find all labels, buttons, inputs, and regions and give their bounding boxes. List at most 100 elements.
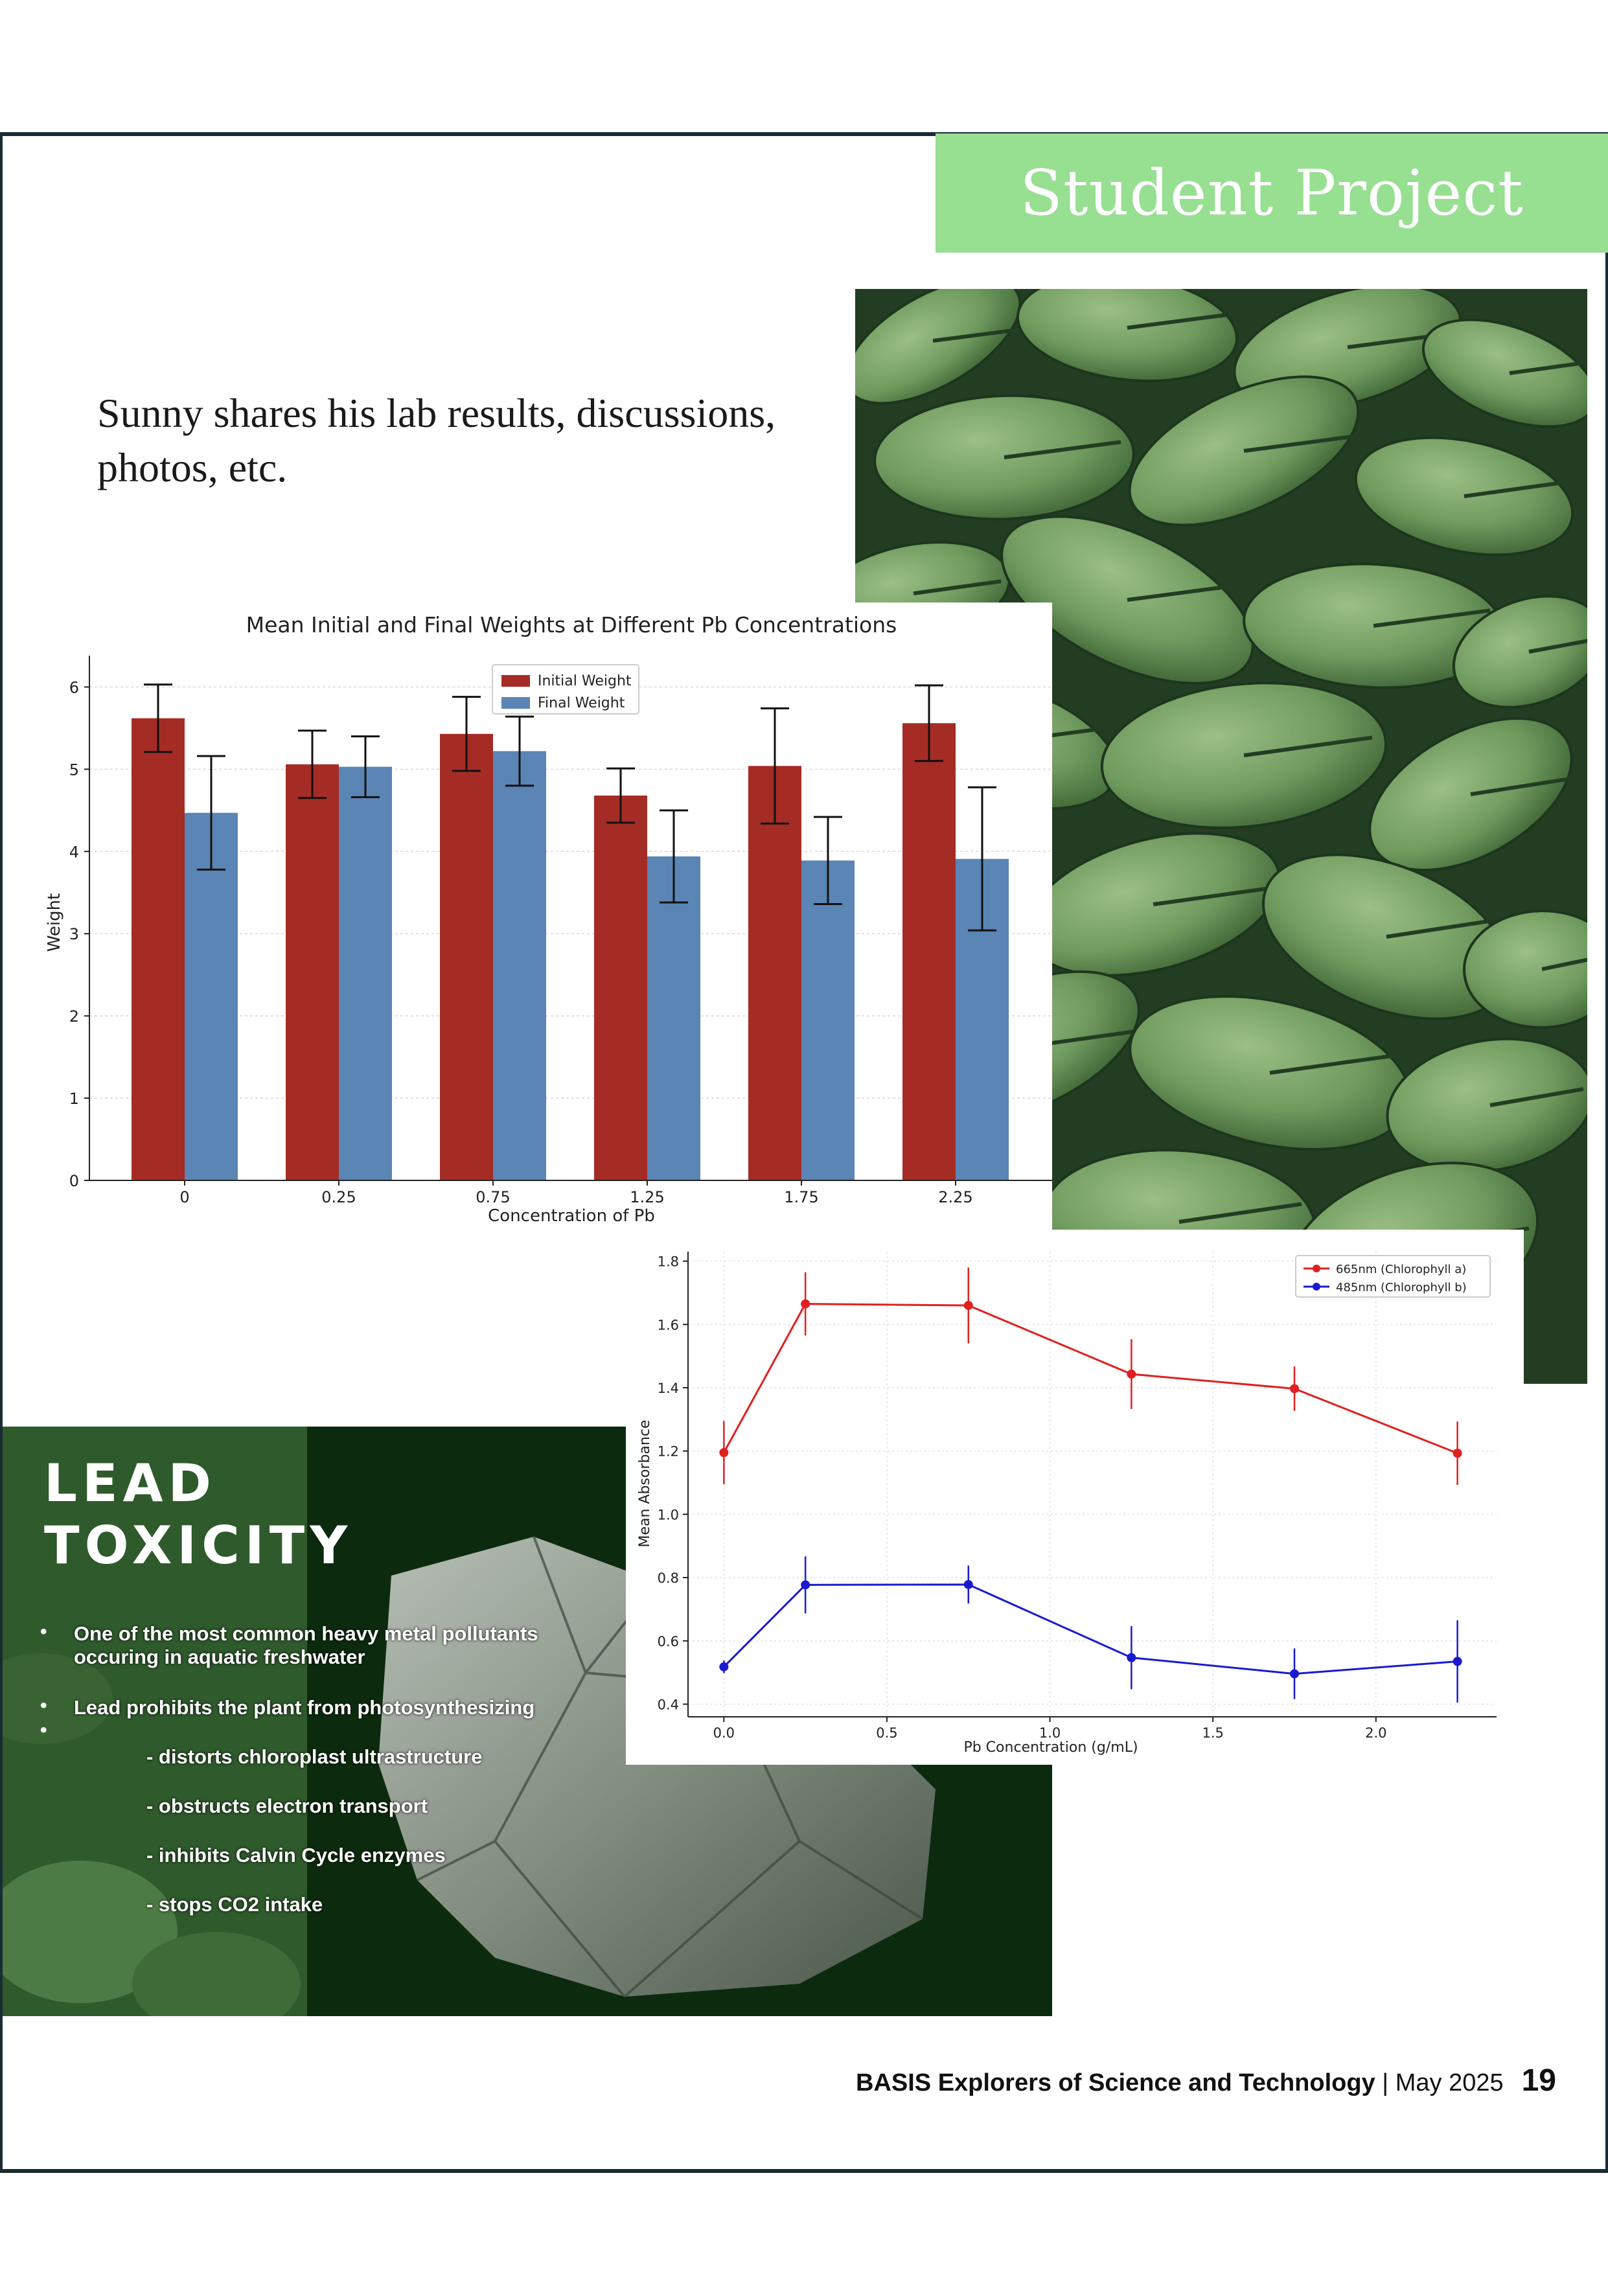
- x-tick-label: 1.25: [630, 1188, 664, 1206]
- x-tick-label: 0: [179, 1188, 189, 1206]
- legend-box: [1295, 1255, 1491, 1298]
- x-tick-label: 1.0: [1039, 1725, 1061, 1741]
- y-tick-label: 2: [69, 1007, 79, 1026]
- y-tick-label: 0.4: [658, 1697, 679, 1712]
- bullet-dot: •: [40, 1695, 47, 1716]
- issue-date: May 2025: [1395, 2069, 1504, 2096]
- legend-label: 485nm (Chlorophyll b): [1336, 1281, 1467, 1294]
- page-number: 19: [1521, 2063, 1556, 2098]
- lily-pad-notch: [913, 579, 1002, 595]
- bar-final: [185, 812, 238, 1180]
- bullet-line: occuring in aquatic freshwater: [74, 1646, 365, 1668]
- bar-initial: [132, 718, 185, 1180]
- x-axis-label: Pb Concentration (g/mL): [963, 1739, 1138, 1756]
- lily-pad-notch: [1127, 582, 1250, 602]
- lily-pad-notch: [1464, 480, 1564, 498]
- y-tick-label: 1.2: [658, 1444, 679, 1460]
- lead-ore-illustration: [3, 1427, 936, 2016]
- legend-label: Final Weight: [538, 695, 625, 711]
- bar-initial: [440, 733, 493, 1180]
- y-tick-label: 3: [69, 925, 79, 943]
- data-point: [1127, 1370, 1136, 1379]
- sub-bullet-calvin: - inhibits Calvin Cycle enzymes: [146, 1844, 446, 1866]
- lily-pad-notch: [1528, 639, 1587, 654]
- y-tick-label: 1.4: [658, 1381, 679, 1396]
- bullet-dot: •: [40, 1621, 47, 1642]
- y-tick-label: 0.6: [658, 1634, 679, 1649]
- intro-line-2: photos, etc.: [97, 444, 288, 490]
- title-line-1: LEAD: [44, 1453, 216, 1513]
- bullet-dot: •: [40, 1719, 47, 1741]
- y-tick-label: 6: [69, 678, 79, 696]
- legend-label: 665nm (Chlorophyll a): [1336, 1263, 1466, 1276]
- x-tick-label: 1.5: [1202, 1725, 1223, 1741]
- legend-label: Initial Weight: [538, 673, 632, 689]
- bullet-line: One of the most common heavy metal pollu…: [74, 1622, 538, 1645]
- x-tick-label: 0.75: [476, 1188, 510, 1206]
- lily-pad-notch: [1470, 777, 1570, 796]
- bar-final: [493, 751, 546, 1180]
- bar-final: [339, 766, 392, 1180]
- y-axis-label: Weight: [45, 893, 64, 952]
- y-tick-label: 1: [69, 1090, 79, 1108]
- title-line-2: TOXICITY: [44, 1515, 353, 1576]
- page-frame: [0, 132, 1608, 2173]
- y-tick-label: 1.8: [658, 1254, 679, 1270]
- lily-pad-notch: [1243, 434, 1355, 453]
- x-tick-label: 0.5: [876, 1725, 897, 1741]
- intro-line-1: Sunny shares his lab results, discussion…: [97, 390, 776, 436]
- y-tick-label: 5: [69, 761, 79, 779]
- x-tick-label: 1.75: [784, 1188, 818, 1206]
- lily-pad-notch: [1004, 440, 1121, 459]
- lily-pad-notch: [1386, 917, 1504, 939]
- section-banner: Student Project: [936, 133, 1608, 253]
- bar-final: [647, 856, 700, 1180]
- legend-swatch: [501, 675, 530, 687]
- lily-pad-notch: [1243, 735, 1373, 757]
- data-point: [963, 1579, 973, 1589]
- lily-pad-notch: [1509, 360, 1587, 375]
- legend-swatch: [501, 697, 530, 709]
- lily-pad-notch: [1153, 886, 1270, 906]
- chart-title: Mean Initial and Final Weights at Differ…: [246, 612, 897, 637]
- data-point: [801, 1299, 810, 1309]
- data-point: [1127, 1653, 1136, 1662]
- y-tick-label: 4: [69, 843, 79, 861]
- bar-initial: [748, 766, 801, 1180]
- footer-separator: |: [1375, 2069, 1396, 2096]
- publication-name: BASIS Explorers of Science and Technolog…: [856, 2069, 1375, 2096]
- banner-title: Student Project: [1020, 157, 1524, 229]
- x-tick-label: 0.25: [321, 1188, 356, 1206]
- data-point: [719, 1662, 729, 1671]
- intro-text: Sunny shares his lab results, discussion…: [97, 386, 849, 495]
- y-tick-label: 0: [69, 1172, 79, 1190]
- y-tick-label: 1.0: [658, 1507, 679, 1522]
- legend-marker: [1313, 1265, 1320, 1272]
- data-point: [801, 1580, 810, 1590]
- bar-initial: [286, 764, 339, 1180]
- y-tick-label: 0.8: [658, 1570, 679, 1586]
- data-point: [963, 1301, 973, 1311]
- lily-pad-notch: [932, 327, 1021, 343]
- legend-marker: [1313, 1283, 1320, 1291]
- x-axis-label: Concentration of Pb: [488, 1206, 655, 1226]
- page-footer: BASIS Explorers of Science and Technolog…: [856, 2063, 1556, 2098]
- lily-pad-notch: [1541, 958, 1587, 971]
- data-point: [719, 1448, 729, 1458]
- data-point: [1453, 1449, 1462, 1458]
- data-point: [1290, 1669, 1299, 1679]
- x-tick-label: 2.25: [938, 1188, 972, 1206]
- absorbance-line-chart-svg: Pb Concentration (g/mL) Mean Absorbance …: [637, 1252, 1497, 1756]
- x-tick-label: 2.0: [1365, 1725, 1386, 1741]
- x-tick-label: 0.0: [713, 1725, 735, 1741]
- sub-bullet-chloroplast: - distorts chloroplast ultrastructure: [146, 1745, 483, 1768]
- lily-pad-notch: [1269, 1053, 1399, 1075]
- lily-pad-notch: [1178, 1202, 1302, 1224]
- absorbance-line-chart: Pb Concentration (g/mL) Mean Absorbance …: [626, 1230, 1524, 1765]
- bar-initial: [594, 795, 647, 1180]
- data-point: [1453, 1657, 1462, 1666]
- weights-bar-chart: Mean Initial and Final Weights at Differ…: [39, 603, 1052, 1231]
- data-point: [1290, 1384, 1299, 1394]
- bullet-pollutants: One of the most common heavy metal pollu…: [74, 1622, 538, 1669]
- series-line-0: [723, 1303, 1458, 1454]
